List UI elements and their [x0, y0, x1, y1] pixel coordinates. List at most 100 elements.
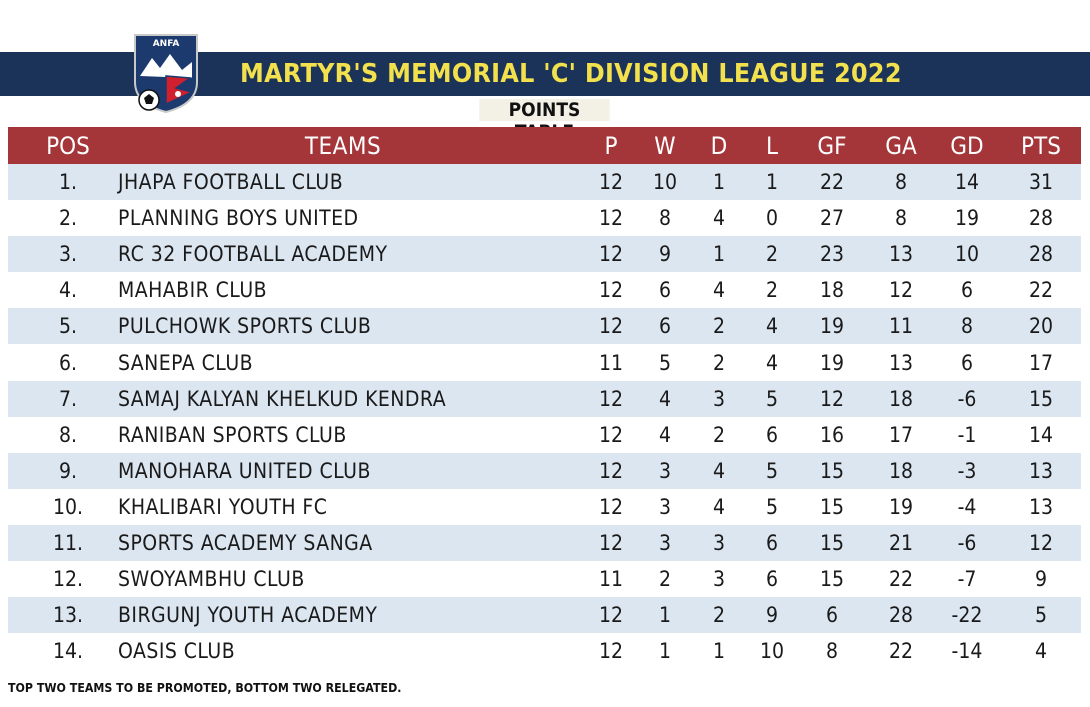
header-won: W	[654, 131, 676, 160]
header-played: P	[604, 131, 618, 160]
goal-difference-cell: -4	[957, 494, 977, 519]
won-cell: 5	[658, 350, 672, 375]
anfa-logo: ANFA	[134, 34, 198, 114]
lost-cell: 5	[765, 494, 779, 519]
goals-for-cell: 6	[825, 603, 839, 628]
drawn-cell: 2	[712, 314, 726, 339]
header-goals-against: GA	[885, 131, 917, 160]
pos-cell: 10.	[52, 494, 84, 519]
goals-for-cell: 15	[819, 458, 845, 483]
table-row: 1. JHAPA FOOTBALL CLUB 12 10 1 1 22 8 14 31	[8, 164, 1081, 201]
team-name-cell: SPORTS ACADEMY SANGA	[118, 530, 373, 555]
played-cell: 12	[598, 278, 624, 303]
drawn-cell: 2	[712, 350, 726, 375]
points-table: POS TEAMS P W D L GF GA GD PTS 1. JHAPA F…	[8, 127, 1081, 670]
footnote: TOP TWO TEAMS TO BE PROMOTED, BOTTOM TWO…	[8, 681, 402, 695]
goal-difference-cell: -1	[957, 422, 977, 447]
points-cell: 31	[1028, 170, 1054, 195]
played-cell: 12	[598, 458, 624, 483]
logo-text: ANFA	[153, 39, 180, 49]
played-cell: 12	[598, 314, 624, 339]
table-row: 13. BIRGUNJ YOUTH ACADEMY 12 1 2 9 6 28 -22 5	[8, 597, 1081, 634]
table-row: 10. KHALIBARI YOUTH FC 12 3 4 5 15 19 -4 13	[8, 488, 1081, 525]
won-cell: 8	[658, 206, 672, 231]
points-cell: 13	[1028, 494, 1054, 519]
pos-cell: 12.	[52, 567, 84, 592]
won-cell: 1	[658, 639, 672, 664]
goals-for-cell: 18	[819, 278, 845, 303]
goal-difference-cell: -3	[957, 458, 977, 483]
team-name-cell: PLANNING BOYS UNITED	[118, 206, 359, 231]
table-row: 14. OASIS CLUB 12 1 1 10 8 22 -14 4	[8, 633, 1081, 670]
drawn-cell: 3	[712, 530, 726, 555]
subtitle: POINTS TABLE	[479, 99, 610, 143]
won-cell: 6	[658, 278, 672, 303]
goals-for-cell: 27	[819, 206, 845, 231]
points-cell: 15	[1028, 386, 1054, 411]
header-goals-for: GF	[817, 131, 847, 160]
drawn-cell: 3	[712, 386, 726, 411]
points-cell: 17	[1028, 350, 1054, 375]
goal-difference-cell: 6	[960, 278, 974, 303]
lost-cell: 6	[765, 422, 779, 447]
played-cell: 11	[598, 350, 624, 375]
goals-against-cell: 12	[888, 278, 914, 303]
pos-cell: 1.	[58, 170, 78, 195]
pos-cell: 6.	[58, 350, 78, 375]
goals-against-cell: 13	[888, 242, 914, 267]
goals-for-cell: 12	[819, 386, 845, 411]
played-cell: 12	[598, 494, 624, 519]
points-cell: 28	[1028, 242, 1054, 267]
table-row: 8. RANIBAN SPORTS CLUB 12 4 2 6 16 17 -1 14	[8, 416, 1081, 453]
table-row: 5. PULCHOWK SPORTS CLUB 12 6 2 4 19 11 8 20	[8, 308, 1081, 345]
played-cell: 12	[598, 422, 624, 447]
team-name-cell: JHAPA FOOTBALL CLUB	[118, 170, 344, 195]
goals-for-cell: 22	[819, 170, 845, 195]
pos-cell: 14.	[52, 639, 84, 664]
table-body: 1. JHAPA FOOTBALL CLUB 12 10 1 1 22 8 14 31 2. PLAN…	[8, 164, 1081, 670]
points-cell: 12	[1028, 530, 1054, 555]
pos-cell: 4.	[58, 278, 78, 303]
goals-for-cell: 15	[819, 567, 845, 592]
played-cell: 12	[598, 386, 624, 411]
goals-for-cell: 15	[819, 530, 845, 555]
played-cell: 12	[598, 639, 624, 664]
goal-difference-cell: 10	[954, 242, 980, 267]
points-cell: 9	[1034, 567, 1048, 592]
table-header-row: POS TEAMS P W D L GF GA GD PTS	[8, 127, 1081, 164]
goal-difference-cell: -7	[957, 567, 977, 592]
played-cell: 12	[598, 530, 624, 555]
goal-difference-cell: -22	[951, 603, 983, 628]
goals-against-cell: 8	[894, 170, 908, 195]
pos-cell: 11.	[52, 530, 84, 555]
team-name-cell: PULCHOWK SPORTS CLUB	[118, 314, 372, 339]
points-cell: 22	[1028, 278, 1054, 303]
goals-against-cell: 18	[888, 458, 914, 483]
goals-against-cell: 22	[888, 639, 914, 664]
team-name-cell: RANIBAN SPORTS CLUB	[118, 422, 347, 447]
played-cell: 11	[598, 567, 624, 592]
goal-difference-cell: -6	[957, 386, 977, 411]
goals-against-cell: 19	[888, 494, 914, 519]
team-name-cell: RC 32 FOOTBALL ACADEMY	[118, 242, 388, 267]
goals-for-cell: 19	[819, 314, 845, 339]
played-cell: 12	[598, 242, 624, 267]
won-cell: 3	[658, 494, 672, 519]
header-lost: L	[765, 131, 779, 160]
goals-for-cell: 19	[819, 350, 845, 375]
lost-cell: 1	[765, 170, 779, 195]
table-row: 4. MAHABIR CLUB 12 6 4 2 18 12 6 22	[8, 272, 1081, 309]
goals-for-cell: 16	[819, 422, 845, 447]
drawn-cell: 4	[712, 206, 726, 231]
goals-against-cell: 18	[888, 386, 914, 411]
table-row: 7. SAMAJ KALYAN KHELKUD KENDRA 12 4 3 5 12 18 -6…	[8, 380, 1081, 417]
header-goal-difference: GD	[950, 131, 984, 160]
goals-for-cell: 8	[825, 639, 839, 664]
header-pos: POS	[46, 131, 90, 160]
team-name-cell: MAHABIR CLUB	[118, 278, 268, 303]
header-points: PTS	[1021, 131, 1061, 160]
drawn-cell: 1	[712, 242, 726, 267]
header-drawn: D	[710, 131, 728, 160]
drawn-cell: 4	[712, 458, 726, 483]
lost-cell: 2	[765, 278, 779, 303]
